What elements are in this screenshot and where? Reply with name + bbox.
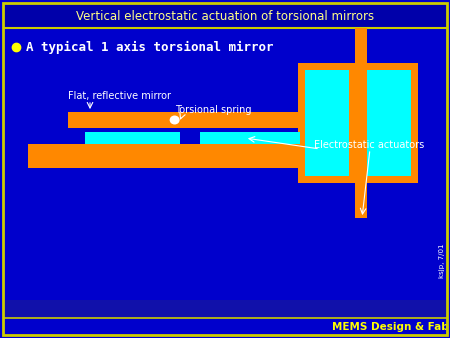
Text: A typical 1 axis torsional mirror: A typical 1 axis torsional mirror bbox=[26, 41, 274, 53]
Ellipse shape bbox=[170, 116, 180, 124]
Bar bbox=[200, 132, 300, 144]
Bar bbox=[355, 28, 367, 63]
Bar bbox=[4, 4, 446, 28]
Bar bbox=[4, 300, 446, 318]
Text: ksjp, 7/01: ksjp, 7/01 bbox=[439, 243, 445, 278]
Text: Vertical electrostatic actuation of torsional mirrors: Vertical electrostatic actuation of tors… bbox=[76, 9, 374, 23]
Bar bbox=[85, 132, 180, 144]
Text: Electrostatic actuators: Electrostatic actuators bbox=[314, 140, 424, 150]
Text: Flat, reflective mirror: Flat, reflective mirror bbox=[68, 91, 171, 101]
Bar bbox=[349, 70, 367, 176]
Bar bbox=[305, 70, 349, 176]
Bar bbox=[367, 70, 411, 176]
Bar bbox=[28, 144, 336, 168]
Bar bbox=[355, 183, 367, 218]
Bar bbox=[4, 28, 446, 318]
Text: Torsional spring: Torsional spring bbox=[175, 105, 252, 115]
Bar bbox=[68, 112, 316, 128]
Text: MEMS Design & Fab: MEMS Design & Fab bbox=[332, 322, 448, 332]
Bar bbox=[298, 63, 418, 183]
